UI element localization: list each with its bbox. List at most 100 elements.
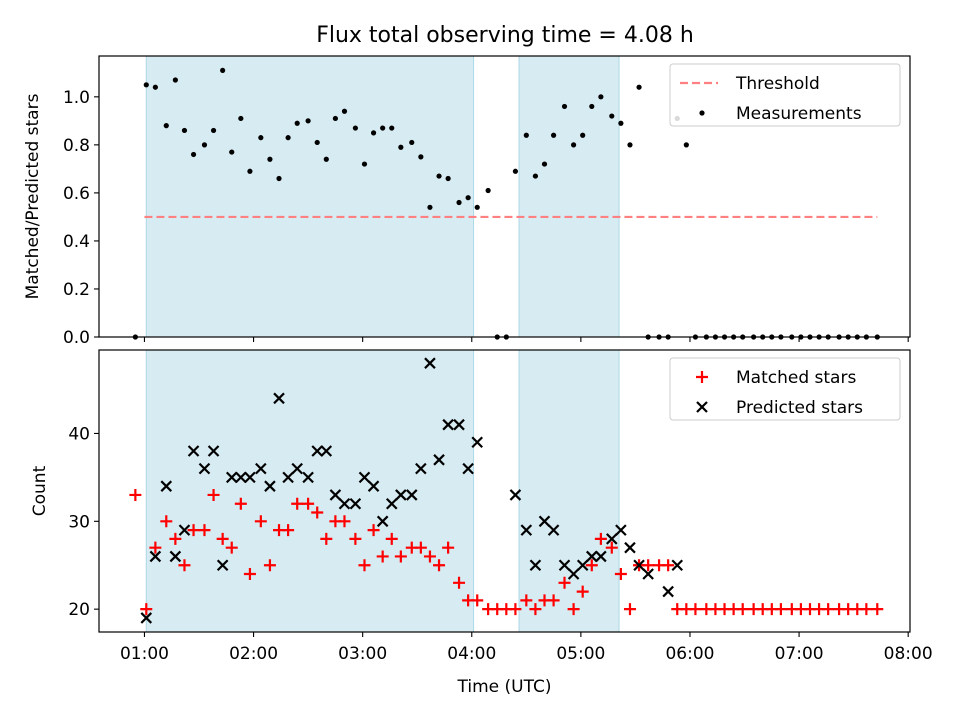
matched-star-point <box>471 594 484 607</box>
y-tick-label: 40 <box>68 424 90 444</box>
matched-star-point <box>662 559 675 572</box>
measurement-point <box>456 199 462 206</box>
observing-window <box>518 349 620 633</box>
predicted-star-point <box>291 462 303 475</box>
measurement-point <box>445 175 451 182</box>
predicted-star-point <box>615 524 627 536</box>
predicted-star-point <box>538 515 551 528</box>
predicted-star-point <box>320 445 333 457</box>
measurement-point <box>258 135 264 141</box>
ratio-panel: 0.0 0.2 0.4 0.6 0.8 1.0 Matched/Predicted star… <box>23 55 911 348</box>
matched-star-point <box>860 603 873 616</box>
predicted-star-point <box>338 497 351 510</box>
matched-star-point <box>871 603 884 616</box>
measurement-point <box>220 67 226 74</box>
measurement-point <box>409 139 415 146</box>
predicted-star-point <box>520 524 533 536</box>
matched-star-point <box>423 550 436 563</box>
matched-star-point <box>216 532 229 545</box>
measurement-point <box>627 142 633 148</box>
measurement-point <box>532 173 539 179</box>
predicted-star-point <box>198 462 211 475</box>
predicted-star-point <box>633 559 645 572</box>
x-tick-label: 08:00 <box>884 644 933 664</box>
measurement-point <box>389 125 395 131</box>
predicted-star-point <box>282 471 294 484</box>
predicted-star-point <box>595 550 607 563</box>
matched-star-point <box>129 488 142 501</box>
matched-star-point <box>149 541 162 554</box>
matched-star-point <box>225 541 238 554</box>
predicted-star-point <box>433 454 445 466</box>
measurement-point <box>418 154 424 160</box>
measurement-point <box>152 84 158 90</box>
measurement-point <box>512 168 519 174</box>
predicted-star-point <box>453 418 465 431</box>
matched-star-point <box>520 594 533 607</box>
measurement-point <box>485 187 491 194</box>
measurement-point <box>550 132 557 138</box>
matched-star-point <box>594 532 607 545</box>
measurement-point <box>683 142 689 148</box>
matched-star-point <box>736 603 749 616</box>
measurement-point <box>172 77 178 83</box>
matched-star-point <box>311 506 324 519</box>
matched-star-point <box>291 497 304 510</box>
matched-star-point <box>198 524 211 537</box>
measurement-point <box>609 113 615 119</box>
matched-star-point <box>576 585 589 598</box>
x-tick-label: 03:00 <box>338 644 387 664</box>
measurement-point <box>323 156 329 162</box>
matched-star-point <box>394 550 407 563</box>
matched-star-point <box>558 576 571 589</box>
matched-star-point <box>234 497 247 510</box>
predicted-star-point <box>264 480 276 492</box>
matched-star-point <box>349 532 362 545</box>
predicted-star-point <box>586 550 598 563</box>
matched-star-point <box>547 594 560 607</box>
predicted-star-point <box>462 462 474 475</box>
matched-star-point <box>263 559 276 572</box>
legend: Matched stars Predicted stars <box>669 357 901 421</box>
axes-frame <box>98 55 911 338</box>
predicted-star-point <box>529 559 542 572</box>
measurement-point <box>361 161 368 167</box>
matched-star-point <box>254 515 267 528</box>
measurement-point <box>276 175 282 182</box>
measurement-point <box>541 161 548 167</box>
measurement-point <box>285 135 291 141</box>
legend-matched-swatch <box>696 371 708 383</box>
predicted-star-point <box>149 550 162 563</box>
measurement-point <box>523 132 529 138</box>
measurement-point <box>561 103 568 110</box>
measurement-point <box>247 168 253 174</box>
predicted-star-point <box>273 392 285 405</box>
predicted-star-point <box>442 418 454 431</box>
y-tick-label: 30 <box>68 512 90 532</box>
measurement-point <box>238 115 244 122</box>
observing-window <box>145 55 475 338</box>
measurement-point <box>380 125 386 131</box>
matched-star-point <box>414 541 427 554</box>
matched-star-point <box>358 559 371 572</box>
matched-star-point <box>140 603 153 616</box>
observing-window <box>145 349 475 633</box>
measurement-point <box>314 139 320 146</box>
measurement-point <box>267 156 273 162</box>
predicted-star-point <box>424 357 436 369</box>
matched-star-point <box>642 559 655 572</box>
matched-star-point <box>433 559 446 572</box>
measurement-point <box>570 142 577 148</box>
matched-star-point <box>689 603 702 616</box>
y-tick-label: 0.8 <box>63 136 90 156</box>
y-tick-label: 0.0 <box>63 328 90 348</box>
matched-star-point <box>367 524 380 537</box>
x-tick-label: 05:00 <box>556 644 605 664</box>
legend-predicted-swatch <box>696 401 708 413</box>
matched-star-point <box>453 576 466 589</box>
x-tick-label: 02:00 <box>229 644 278 664</box>
y-axis-label: Matched/Predicted stars <box>23 93 43 299</box>
predicted-star-point <box>169 550 182 563</box>
predicted-star-point <box>471 436 484 449</box>
